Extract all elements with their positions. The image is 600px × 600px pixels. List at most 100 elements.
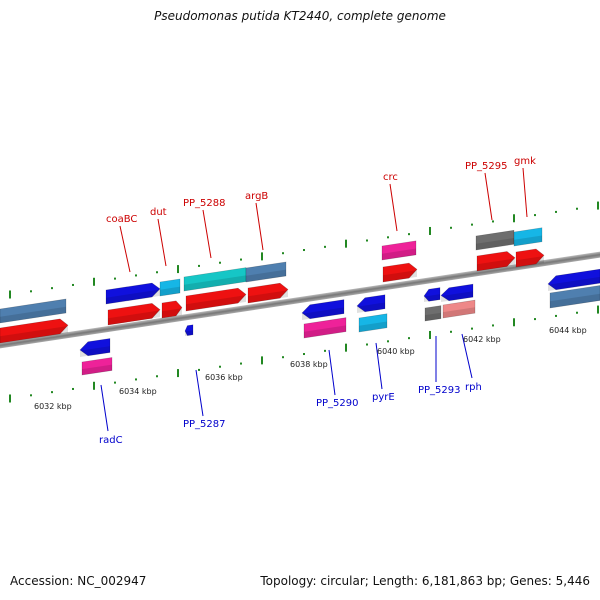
scale-minor-tick bbox=[492, 324, 494, 327]
gene-feature-right-upper-shade bbox=[548, 276, 600, 291]
scale-minor-tick bbox=[576, 207, 578, 210]
gene-feature-PP_5293-cds bbox=[423, 287, 441, 302]
gene-label-PP_5288[interactable]: PP_5288 bbox=[183, 198, 226, 209]
scale-tick-label: 6042 kbp bbox=[463, 335, 501, 344]
gene-label-PP_5293[interactable]: PP_5293 bbox=[418, 385, 461, 396]
scale-minor-tick bbox=[72, 387, 74, 390]
gene-model-dut bbox=[161, 300, 183, 319]
scale-minor-tick bbox=[366, 343, 368, 346]
gene-feature-PP_5295-cds-shade bbox=[476, 237, 514, 250]
scale-tick-label: 6036 kbp bbox=[205, 373, 243, 382]
scale-tick-label: 6040 kbp bbox=[377, 347, 415, 356]
gene-model-radC-shade bbox=[82, 364, 112, 375]
genome-summary-text: Topology: circular; Length: 6,181,863 bp… bbox=[260, 574, 590, 588]
scale-minor-tick bbox=[198, 368, 200, 371]
scale-minor-tick bbox=[492, 220, 494, 223]
gene-model-PP_5288-shade bbox=[186, 295, 246, 311]
gene-model-rph bbox=[442, 299, 476, 319]
gene-model-PP_5290-shade bbox=[304, 325, 346, 338]
scale-major-tick bbox=[345, 239, 347, 248]
gene-model-pyrE-shade bbox=[359, 321, 387, 332]
gene-feature-dut-cds bbox=[159, 278, 181, 297]
scale-minor-tick bbox=[471, 327, 473, 330]
scale-major-tick bbox=[597, 305, 599, 314]
gene-label-PP_5295[interactable]: PP_5295 bbox=[465, 161, 508, 172]
scale-major-tick bbox=[9, 290, 11, 299]
scale-major-tick bbox=[345, 343, 347, 352]
gene-feature-coaBC-cds-shade bbox=[106, 289, 160, 304]
leader-gmk bbox=[522, 167, 528, 218]
gene-label-coaBC[interactable]: coaBC bbox=[106, 214, 137, 225]
scale-major-tick bbox=[9, 394, 11, 403]
scale-tick-labels: 6032 kbp 6034 kbp 6036 kbp 6038 kbp 6040… bbox=[34, 326, 587, 411]
gene-feature-coaBC-cds bbox=[105, 282, 161, 305]
leader-coaBC bbox=[119, 225, 131, 273]
scale-minor-tick bbox=[240, 362, 242, 365]
scale-tick-label: 6034 kbp bbox=[119, 387, 157, 396]
genome-backbone bbox=[0, 244, 600, 356]
scale-minor-tick bbox=[450, 330, 452, 333]
scale-minor-tick bbox=[51, 287, 53, 290]
gene-model-PP_5293 bbox=[424, 305, 442, 322]
gene-feature-radC-cds-shade bbox=[80, 346, 110, 357]
scale-major-tick bbox=[429, 330, 431, 339]
gene-model-argB bbox=[247, 282, 289, 304]
scale-minor-tick bbox=[282, 356, 284, 359]
gene-feature-PP_5290-cds-shade bbox=[302, 307, 344, 320]
gene-label-radC[interactable]: radC bbox=[99, 435, 123, 446]
scale-minor-tick bbox=[324, 349, 326, 352]
gene-label-pyrE[interactable]: pyrE bbox=[372, 392, 395, 403]
scale-minor-tick bbox=[324, 245, 326, 248]
leader-PP_5295 bbox=[484, 172, 493, 221]
gene-label-dut[interactable]: dut bbox=[150, 207, 167, 218]
gene-model-PP_5293-shade bbox=[425, 312, 441, 321]
leader-rph bbox=[461, 333, 473, 379]
gene-model-coaBC bbox=[107, 303, 161, 326]
gene-label-argB[interactable]: argB bbox=[245, 191, 268, 202]
gene-label-PP_5290[interactable]: PP_5290 bbox=[316, 398, 359, 409]
gene-feature-rph-cds-shade bbox=[441, 291, 473, 302]
label-leader-lines bbox=[100, 167, 528, 432]
scale-minor-tick bbox=[534, 318, 536, 321]
scale-minor-tick bbox=[408, 233, 410, 236]
scale-tick-label: 6038 kbp bbox=[290, 360, 328, 369]
gene-feature-crc-cds-shade bbox=[382, 248, 416, 260]
gene-feature-PP_5287-cds bbox=[184, 324, 194, 336]
scale-tick-label: 6032 kbp bbox=[34, 402, 72, 411]
gene-model-dut-shade bbox=[162, 308, 182, 318]
leader-PP_5290 bbox=[328, 349, 336, 396]
scale-minor-tick bbox=[408, 337, 410, 340]
scale-minor-tick bbox=[219, 365, 221, 368]
scale-minor-tick bbox=[303, 353, 305, 356]
gene-feature-rph-cds bbox=[440, 283, 474, 302]
gene-model-crc bbox=[382, 262, 418, 283]
scale-major-tick bbox=[597, 201, 599, 210]
gene-feature-PP_5287-cds-shade bbox=[185, 330, 193, 336]
gene-model-argB-shade bbox=[248, 290, 288, 303]
scale-major-tick bbox=[513, 318, 515, 327]
gene-label-rph[interactable]: rph bbox=[465, 382, 482, 393]
gene-feature-PP_5290-cds bbox=[301, 299, 345, 320]
scale-minor-tick bbox=[387, 340, 389, 343]
gene-model-left-shade bbox=[0, 325, 68, 343]
leader-PP_5288 bbox=[202, 209, 212, 259]
scale-minor-tick bbox=[30, 394, 32, 397]
scale-minor-tick bbox=[471, 223, 473, 226]
gene-feature-gmk-cds-shade bbox=[514, 235, 542, 246]
scale-minor-tick bbox=[555, 210, 557, 213]
leader-crc bbox=[389, 183, 398, 232]
scale-minor-tick bbox=[156, 271, 158, 274]
gene-label-gmk[interactable]: gmk bbox=[514, 156, 536, 167]
gene-features bbox=[0, 227, 600, 376]
scale-major-tick bbox=[93, 381, 95, 390]
gene-model-PP_5288 bbox=[185, 287, 247, 312]
accession-text: Accession: NC_002947 bbox=[10, 574, 147, 588]
gene-model-gmk bbox=[515, 248, 545, 268]
gene-feature-left-upper-shade bbox=[0, 306, 66, 323]
gene-label-crc[interactable]: crc bbox=[383, 172, 398, 183]
reverse-gene-labels: radC PP_5287 PP_5290 pyrE PP_5293 rph bbox=[99, 382, 482, 446]
scale-major-tick bbox=[513, 214, 515, 223]
leader-PP_5287 bbox=[195, 369, 204, 417]
gene-model-rph-shade bbox=[443, 307, 475, 318]
gene-label-PP_5287[interactable]: PP_5287 bbox=[183, 419, 226, 430]
